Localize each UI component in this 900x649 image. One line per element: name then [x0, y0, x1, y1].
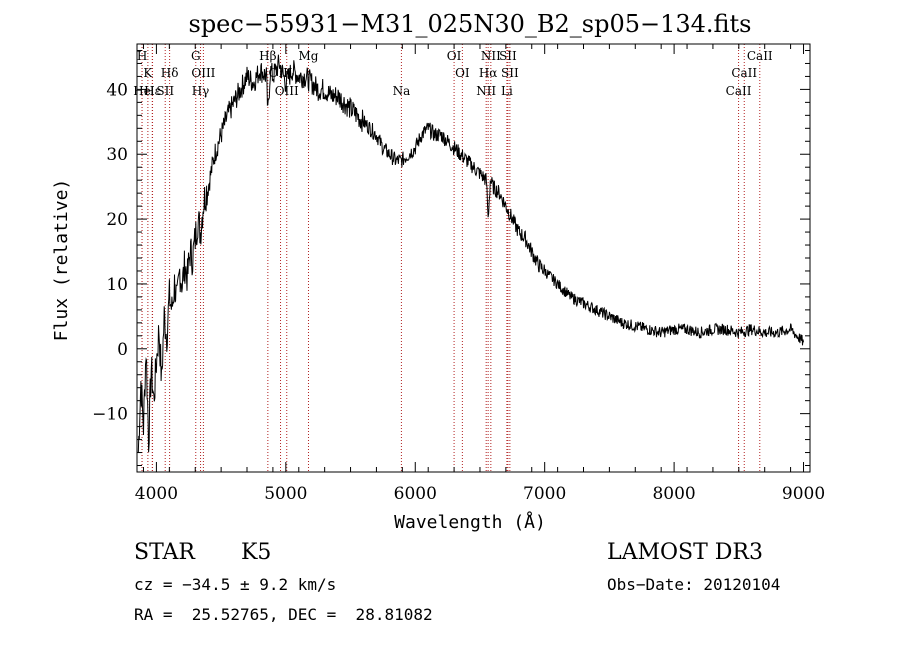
survey-name: LAMOST DR3 [607, 540, 763, 565]
line-marker-label: SII [499, 49, 517, 63]
x-axis-label: Wavelength (Å) [394, 511, 546, 533]
x-tick-label: 7000 [523, 484, 566, 504]
line-marker-label: NII [476, 84, 496, 98]
line-marker-label: H [137, 49, 147, 63]
line-marker-label: SII [501, 66, 519, 80]
line-marker-label: Hδ [161, 66, 179, 80]
chart-title: spec−55931−M31_025N30_B2_sp05−134.fits [189, 10, 752, 38]
redshift-text: cz = −34.5 ± 9.2 km/s [134, 575, 336, 594]
x-tick-label: 6000 [394, 484, 437, 504]
object-class: STAR [134, 540, 196, 565]
line-marker-label: CaII [747, 49, 773, 63]
plot-frame [136, 43, 811, 473]
spectrum-line [137, 54, 804, 453]
line-marker-label: I [150, 84, 155, 98]
line-marker-label: Mg [299, 49, 319, 63]
line-marker-label: He [133, 84, 151, 98]
line-marker-label: OIII [191, 66, 215, 80]
line-marker-label: Li [501, 84, 513, 98]
y-tick-label: 10 [106, 275, 128, 295]
x-tick-label: 9000 [782, 484, 825, 504]
y-axis-ticks: −10 0 10 20 30 40 [92, 49, 810, 467]
x-tick-label: 5000 [264, 484, 307, 504]
line-marker-label: Hα [479, 66, 498, 80]
line-marker-label: SII [156, 84, 174, 98]
line-marker-label: OI [455, 66, 470, 80]
line-markers [141, 44, 761, 472]
y-tick-label: 30 [106, 145, 128, 165]
x-tick-label: 4000 [135, 484, 178, 504]
coordinates: RA = 25.52765, DEC = 28.81082 [134, 605, 433, 624]
line-marker-label: Hβ [259, 49, 276, 63]
line-marker-label: G [191, 49, 201, 63]
line-marker-label: Hγ [192, 84, 210, 98]
obs-date: Obs−Date: 20120104 [607, 575, 780, 594]
line-marker-label: OI [447, 49, 462, 63]
line-marker-label: Hε [144, 84, 161, 98]
line-marker-label: CaII [731, 66, 757, 80]
line-marker-label: Na [393, 84, 411, 98]
x-axis-ticks: 4000 5000 6000 7000 8000 9000 [135, 44, 825, 504]
y-tick-label: 40 [106, 80, 128, 100]
subclass: K5 [241, 540, 271, 565]
line-marker-label: CaII [726, 84, 752, 98]
x-tick-label: 8000 [652, 484, 695, 504]
y-tick-label: 20 [106, 210, 128, 230]
y-tick-label: −10 [92, 405, 128, 425]
line-marker-label: K [143, 66, 153, 80]
y-tick-label: 0 [117, 340, 128, 360]
y-axis-label: Flux (relative) [51, 179, 72, 342]
line-marker-label: NII [481, 49, 501, 63]
line-marker-label: OIII [275, 84, 299, 98]
